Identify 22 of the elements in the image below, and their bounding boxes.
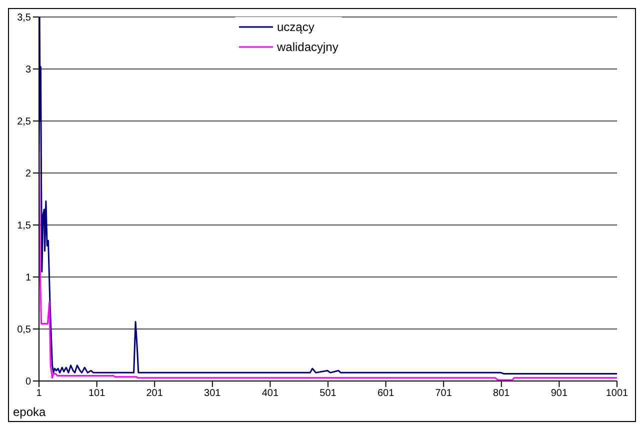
- x-tick-label: 901: [550, 388, 568, 400]
- x-axis-title: epoka: [13, 405, 46, 419]
- legend-label: walidacyjny: [277, 40, 338, 54]
- y-tick-label: 3: [25, 64, 32, 76]
- y-tick-label: 1: [25, 272, 32, 284]
- x-tick-label: 701: [435, 388, 452, 400]
- y-tick-label: 2,5: [17, 116, 32, 128]
- x-tick-label: 301: [204, 388, 222, 400]
- y-tick-label: 0: [25, 376, 32, 388]
- x-tick-label: 101: [88, 388, 106, 400]
- x-tick-label: 1: [36, 388, 42, 400]
- y-tick-label: 0,5: [17, 324, 32, 336]
- x-tick-label: 1001: [606, 388, 629, 400]
- y-tick-label: 3,5: [17, 12, 32, 24]
- x-tick-label: 401: [262, 388, 279, 400]
- y-tick-label: 2: [25, 168, 32, 180]
- x-tick-label: 501: [320, 388, 337, 400]
- x-tick-label: 201: [146, 388, 164, 400]
- legend-label: uczący: [277, 20, 314, 34]
- y-tick-label: 1,5: [17, 220, 32, 232]
- x-tick-label: 801: [493, 388, 510, 400]
- x-tick-label: 601: [377, 388, 395, 400]
